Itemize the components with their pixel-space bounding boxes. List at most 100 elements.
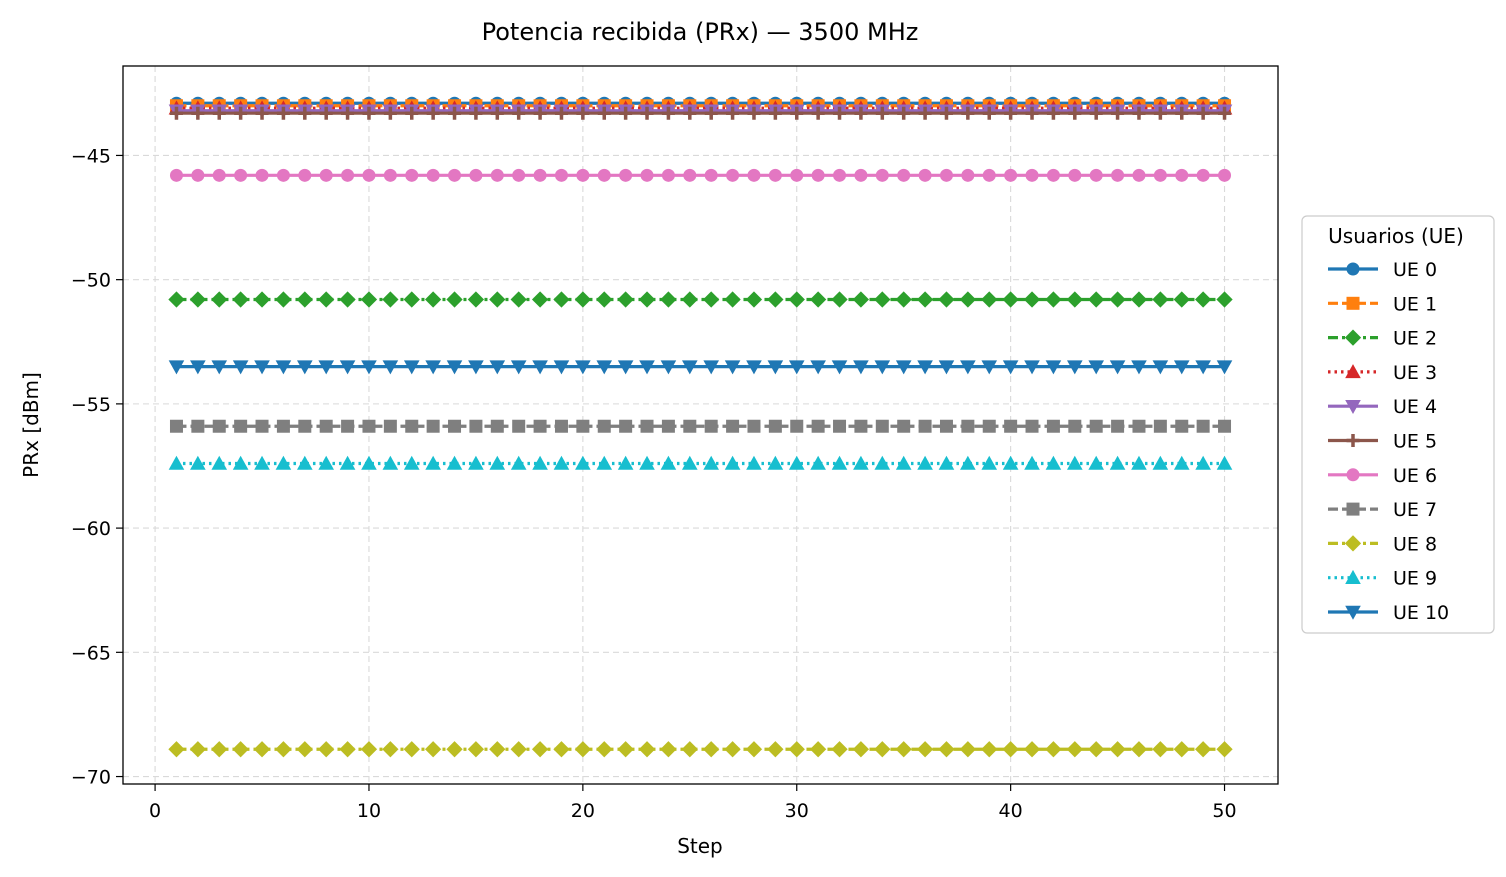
data-point [211,741,228,758]
data-point [1109,291,1126,308]
data-point [938,360,955,375]
data-point [1045,291,1062,308]
data-point [1175,106,1189,120]
data-point [767,455,784,470]
data-point [1218,106,1232,120]
legend-item: UE 0 [1328,259,1437,281]
data-point [319,106,333,120]
data-point [469,419,483,433]
data-point [833,106,847,120]
series-layer [168,96,1233,758]
data-point [253,291,271,308]
data-point [596,741,613,758]
data-point [1025,106,1039,120]
data-point [276,419,290,433]
data-point [1066,741,1083,758]
data-point [1132,168,1146,182]
data-point [576,106,590,120]
data-point [275,455,292,470]
data-point [811,419,825,433]
legend-label: UE 5 [1393,431,1437,453]
data-point [446,455,463,470]
data-point [1111,168,1125,182]
data-point [1066,291,1083,308]
legend-item: UE 8 [1328,533,1437,555]
data-point [596,360,613,375]
data-point [617,360,634,375]
data-point [341,168,355,182]
data-point [638,741,656,758]
data-point [1173,455,1190,470]
data-point [383,106,397,120]
data-point [982,168,996,182]
data-point [1218,168,1232,182]
data-point [168,455,185,470]
data-point [1089,106,1103,120]
data-point [168,741,185,758]
y-tick-label: −45 [71,145,111,167]
x-tick-label: 30 [785,800,809,822]
data-point [169,106,183,120]
data-point [1173,741,1190,758]
data-point [1195,360,1211,375]
x-tick-label: 50 [1212,800,1236,822]
data-point [531,291,549,308]
data-point [790,168,804,182]
data-point [703,291,720,308]
data-point [254,455,270,470]
data-point [405,106,419,120]
data-point [875,168,889,182]
data-point [169,419,183,433]
data-point [831,291,848,308]
data-point [1088,291,1105,308]
data-point [661,168,675,182]
data-point [768,106,782,120]
legend: Usuarios (UE) UE 0UE 1UE 2UE 3UE 4UE 5UE… [1301,215,1495,634]
data-point [425,455,441,470]
data-point [810,455,826,470]
data-point [1025,168,1039,182]
data-point [191,419,205,433]
data-point [1088,360,1104,375]
data-point [596,291,613,308]
data-point [1218,419,1232,433]
data-point [681,741,698,758]
data-point [961,106,975,120]
data-point [360,291,378,308]
data-point [512,168,526,182]
data-point [1004,419,1018,433]
legend-label: UE 3 [1393,362,1437,384]
legend-item: UE 7 [1328,499,1437,521]
data-point [660,360,677,375]
data-point [512,419,526,433]
data-point [938,291,955,308]
legend-label: UE 10 [1393,602,1449,624]
data-point [1046,106,1060,120]
data-point [255,106,269,120]
data-point [468,360,484,375]
data-point [553,741,570,758]
data-point [918,168,932,182]
data-point [726,168,740,182]
data-point [724,291,741,308]
data-point [1196,106,1210,120]
x-tick-label: 10 [357,800,381,822]
data-point [1088,741,1105,758]
data-point [212,106,226,120]
data-point [746,455,762,470]
series-ue-5 [169,106,1232,120]
data-point [318,360,334,375]
data-point [553,455,570,470]
data-point [211,455,228,470]
legend-marker [1346,262,1360,276]
data-point [403,741,420,758]
data-point [574,291,591,308]
data-point [276,106,290,120]
data-point [298,168,312,182]
data-point [939,419,953,433]
data-point [574,741,591,758]
data-point [833,168,847,182]
data-point [1173,360,1190,375]
data-point [318,291,335,308]
